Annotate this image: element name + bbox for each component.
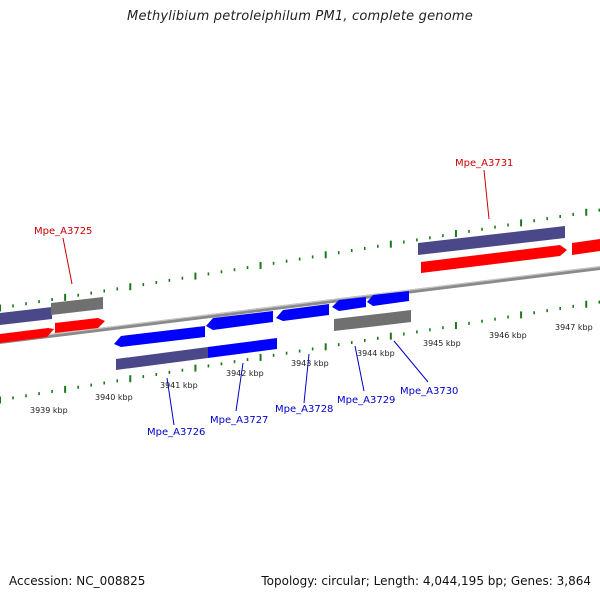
accession-text: Accession: NC_008825 [9, 574, 146, 588]
label-leader-line [235, 362, 244, 412]
cds-block-purple [418, 226, 565, 255]
tick-label: 3946 kbp [489, 331, 527, 340]
cds-block-gray [334, 315, 369, 331]
map-title: Methylibium petroleiphilum PM1, complete… [127, 9, 473, 24]
label-leader-line [166, 377, 175, 426]
cds-block-gray [51, 297, 103, 315]
gene-label[interactable]: Mpe_A3731 [455, 158, 513, 169]
tick-label: 3940 kbp [95, 393, 133, 402]
tick-label: 3941 kbp [160, 381, 198, 390]
tick-label: 3944 kbp [357, 349, 395, 358]
tick-label: 3947 kbp [555, 323, 593, 332]
tick-label: 3939 kbp [30, 406, 68, 415]
gene-arrow-reverse[interactable] [276, 304, 329, 321]
cds-block-purple [116, 347, 208, 370]
gene-arrow-reverse[interactable] [206, 311, 273, 330]
gene-label[interactable]: Mpe_A3726 [147, 427, 205, 438]
tick-label: 3945 kbp [423, 339, 461, 348]
gene-arrow-forward[interactable] [572, 239, 600, 255]
label-leader-line [303, 353, 310, 404]
gene-label[interactable]: Mpe_A3730 [400, 386, 458, 397]
gene-label[interactable]: Mpe_A3725 [34, 226, 92, 237]
label-leader-line [483, 169, 490, 220]
gene-arrow-reverse[interactable] [332, 297, 366, 311]
gene-arrow-forward[interactable] [421, 245, 567, 273]
label-leader-line [62, 237, 73, 285]
lower-tick-track [0, 300, 600, 404]
gene-arrow-reverse[interactable] [114, 326, 205, 347]
gene-arrow-reverse[interactable] [367, 291, 409, 306]
gene-arrow-forward[interactable] [0, 328, 54, 343]
upper-tick-track [0, 208, 600, 312]
cds-block-purple [0, 307, 52, 325]
gene-arrow-forward[interactable] [55, 318, 105, 333]
label-leader-line [354, 345, 365, 392]
gene-label[interactable]: Mpe_A3729 [337, 395, 395, 406]
tick-label: 3943 kbp [291, 359, 329, 368]
cds-block-blue [208, 338, 277, 358]
gene-label[interactable]: Mpe_A3728 [275, 404, 333, 415]
label-leader-line [393, 340, 429, 383]
gene-label[interactable]: Mpe_A3727 [210, 415, 268, 426]
tick-label: 3942 kbp [226, 369, 264, 378]
cds-block-gray [369, 310, 411, 327]
genome-backbone-highlight [0, 266, 600, 342]
genome-summary-text: Topology: circular; Length: 4,044,195 bp… [261, 574, 591, 588]
